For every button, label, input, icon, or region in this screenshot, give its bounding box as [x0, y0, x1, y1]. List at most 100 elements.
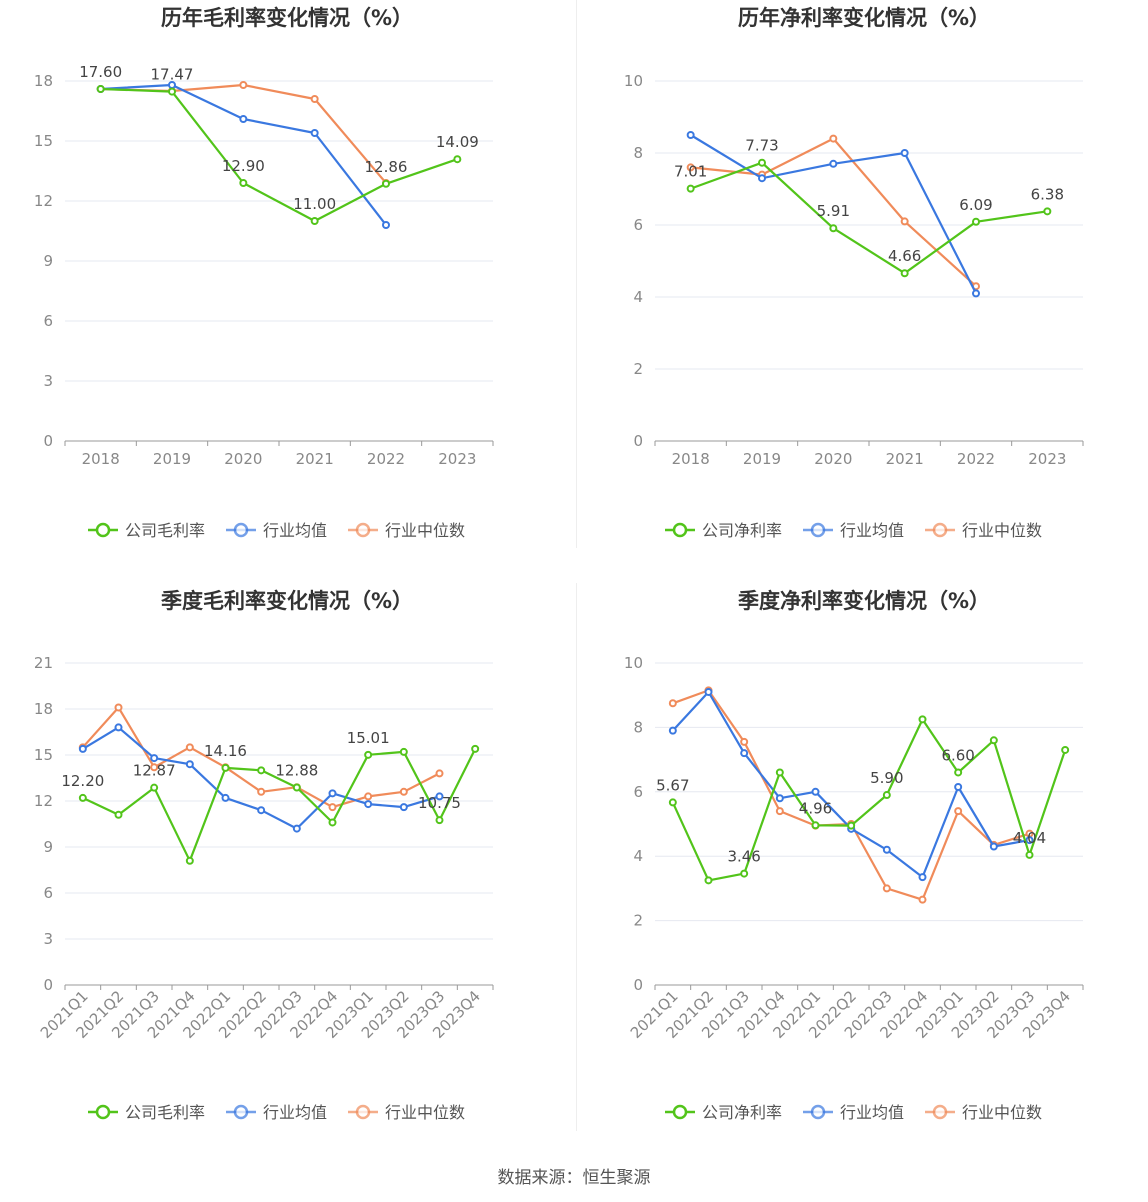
data-point — [78, 793, 87, 802]
data-label: 12.87 — [133, 762, 176, 780]
legend-item: 行业中位数 — [925, 1103, 1042, 1122]
data-point — [954, 782, 963, 791]
legend-label: 行业中位数 — [962, 1103, 1042, 1122]
legend-item: 行业中位数 — [348, 1103, 465, 1122]
data-point — [114, 723, 123, 732]
data-point — [1025, 850, 1034, 859]
legend-item: 行业均值 — [226, 521, 327, 540]
data-point — [918, 715, 927, 724]
data-point — [829, 134, 838, 143]
data-point — [989, 736, 998, 745]
legend-marker — [95, 1104, 111, 1120]
data-point — [882, 791, 891, 800]
column-divider-top — [576, 0, 577, 548]
data-point — [310, 95, 319, 103]
data-point — [435, 792, 444, 801]
legend-item: 行业均值 — [803, 1103, 904, 1122]
y-tick-label: 18 — [34, 72, 53, 90]
data-point — [954, 807, 963, 816]
data-point — [758, 158, 766, 167]
data-point — [918, 895, 927, 904]
x-tick-label: 2021 — [296, 450, 334, 468]
data-label: 14.09 — [436, 133, 479, 151]
y-tick-label: 12 — [34, 192, 53, 210]
legend-marker — [233, 1104, 249, 1120]
legend-label: 公司毛利率 — [125, 1103, 205, 1122]
legend-marker — [932, 522, 948, 538]
quarterly-net-margin-chart: 季度净利率变化情况（%） 0 2 4 6 8 10 2021Q1 2021Q2 2021Q3 202… — [577, 583, 1148, 1163]
data-point — [740, 749, 749, 758]
data-point — [686, 184, 695, 193]
data-label: 15.01 — [347, 729, 390, 747]
data-label: 14.16 — [204, 742, 247, 760]
data-point — [435, 816, 444, 825]
x-tick-label: 2019 — [743, 450, 781, 468]
legend-label: 行业均值 — [840, 1103, 904, 1122]
y-tick-label: 8 — [633, 144, 643, 162]
legend-label: 公司净利率 — [702, 521, 782, 540]
data-point — [168, 87, 176, 96]
data-point — [257, 806, 266, 815]
data-point — [78, 744, 87, 753]
x-tick-label: 2021 — [886, 450, 924, 468]
data-point — [829, 224, 838, 233]
legend-item: 行业中位数 — [925, 521, 1042, 540]
data-point — [811, 787, 820, 796]
y-tick-label: 0 — [43, 976, 53, 994]
data-point — [686, 163, 695, 172]
y-tick-label: 3 — [43, 930, 53, 948]
data-point — [399, 787, 408, 796]
data-point — [310, 129, 319, 137]
data-point — [257, 766, 266, 775]
data-point — [758, 174, 766, 183]
data-point — [989, 842, 998, 851]
chart-svg: 季度净利率变化情况（%）02468102021Q12021Q22021Q3202… — [624, 589, 1084, 1122]
data-label: 12.86 — [365, 158, 408, 176]
legend-label: 公司净利率 — [702, 1103, 782, 1122]
chart-title: 历年净利率变化情况（%） — [738, 6, 990, 30]
data-label: 6.09 — [959, 196, 992, 214]
chart-svg: 历年毛利率变化情况（%） 0 3 6 9 12 15 18 2018 2019 2020 2021 20… — [34, 6, 494, 540]
x-tick-label: 2023 — [438, 450, 476, 468]
x-tick-label: 2018 — [672, 450, 710, 468]
data-point — [328, 803, 337, 812]
data-point — [972, 217, 980, 226]
x-tick-label: 2018 — [82, 450, 120, 468]
data-label: 7.01 — [674, 163, 707, 181]
data-label: 10.75 — [418, 794, 461, 812]
data-point — [668, 726, 677, 735]
data-point — [292, 783, 301, 792]
data-label: 6.60 — [941, 746, 974, 764]
y-tick-label: 2 — [633, 360, 643, 378]
data-point — [328, 789, 337, 798]
data-point — [740, 869, 749, 878]
data-label: 5.91 — [817, 202, 850, 220]
data-point — [471, 744, 480, 753]
data-point — [775, 807, 784, 816]
data-point — [185, 743, 194, 752]
data-point — [847, 821, 856, 830]
data-label: 17.60 — [79, 63, 122, 81]
data-point — [453, 155, 462, 164]
y-tick-label: 0 — [43, 432, 53, 450]
data-point — [239, 115, 248, 123]
legend-item: 公司净利率 — [665, 1103, 782, 1122]
legend-label: 行业中位数 — [385, 1103, 465, 1122]
data-point — [114, 703, 123, 712]
data-label: 11.00 — [293, 195, 336, 213]
data-point — [1061, 745, 1070, 754]
y-tick-label: 10 — [624, 654, 643, 672]
series-line — [671, 718, 1067, 882]
data-point — [328, 818, 337, 827]
data-point — [900, 149, 909, 157]
series-line — [100, 87, 458, 223]
y-tick-label: 6 — [43, 884, 53, 902]
source-note: 数据来源：恒生聚源 — [497, 1168, 651, 1188]
column-divider-bottom — [576, 583, 577, 1131]
data-point — [221, 763, 230, 772]
y-tick-label: 12 — [34, 792, 53, 810]
data-label: 12.88 — [275, 762, 318, 780]
y-tick-label: 4 — [633, 847, 643, 865]
data-point — [775, 794, 784, 803]
data-label: 4.66 — [888, 247, 921, 265]
